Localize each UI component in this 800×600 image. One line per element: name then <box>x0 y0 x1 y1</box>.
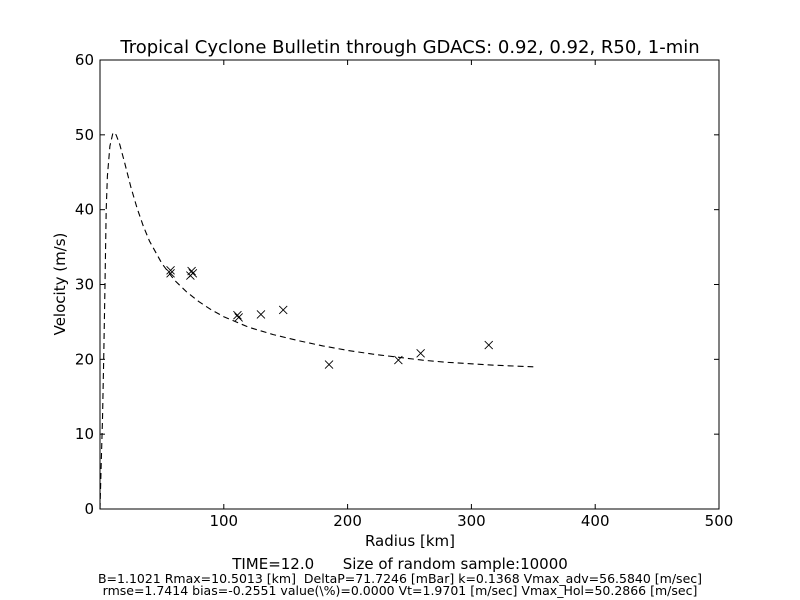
data-point-x-marker <box>166 268 175 278</box>
data-point-x-marker <box>484 340 494 350</box>
chart-title: Tropical Cyclone Bulletin through GDACS:… <box>119 37 699 58</box>
data-point-x-marker <box>256 310 266 319</box>
data-point-x-marker <box>188 268 198 278</box>
data-point-x-marker <box>233 310 242 320</box>
footer-params-line-1: B=1.1021 Rmax=10.5013 [km] DeltaP=71.724… <box>97 571 703 586</box>
y-tick-label: 50 <box>75 126 94 144</box>
x-tick-label: 400 <box>581 512 610 530</box>
x-tick-label: 300 <box>457 512 486 530</box>
y-tick-label: 60 <box>75 51 94 69</box>
x-axis-label: Radius [km] <box>365 532 455 550</box>
data-point-x-marker <box>234 313 243 322</box>
y-tick-label: 10 <box>75 425 94 443</box>
x-tick-label: 100 <box>209 512 238 530</box>
data-point-x-marker <box>278 305 288 315</box>
x-tick-label: 200 <box>333 512 362 530</box>
y-tick-label: 30 <box>75 276 94 294</box>
plot-frame <box>99 59 720 510</box>
y-tick-label: 20 <box>75 350 94 368</box>
y-tick-label: 40 <box>75 201 94 219</box>
data-point-x-marker <box>187 266 196 276</box>
footer-params-line-2: rmse=1.7414 bias=-0.2551 value(\%)=0.000… <box>102 583 698 598</box>
y-axis-label: Velocity (m/s) <box>51 233 69 336</box>
y-tick-label: 0 <box>84 500 94 518</box>
plot-area: 100 200 300 400 500 0 10 20 30 40 50 60 <box>75 51 733 530</box>
data-point-x-marker <box>416 349 425 358</box>
profile-dashed-line <box>99 131 534 510</box>
data-point-x-marker <box>324 360 334 369</box>
data-point-x-marker <box>166 265 175 275</box>
data-point-x-marker <box>394 355 403 365</box>
footer-time-line: TIME=12.0 Size of random sample:10000 <box>232 555 568 573</box>
x-tick-label: 500 <box>705 512 734 530</box>
